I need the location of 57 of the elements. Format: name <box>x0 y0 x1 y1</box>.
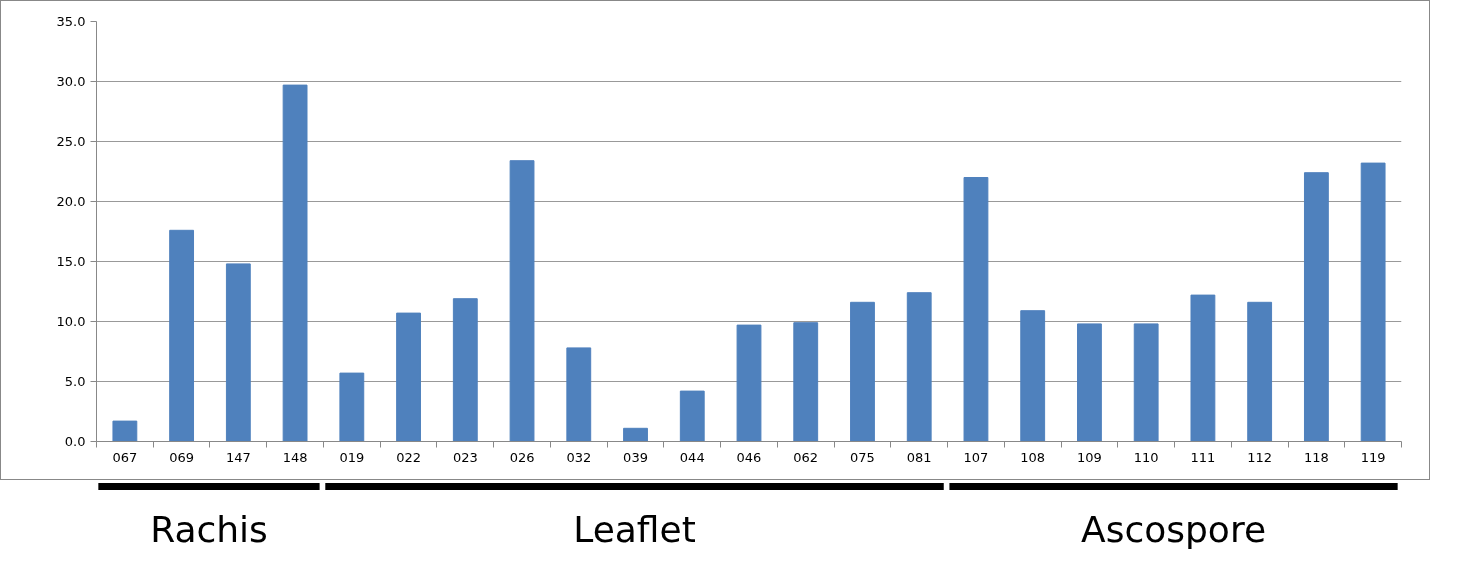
x-tick-label: 081 <box>906 449 932 465</box>
bar <box>1133 323 1159 442</box>
x-tick-label: 108 <box>1020 449 1046 465</box>
bar <box>679 390 705 442</box>
y-tick-label: 25.0 <box>56 134 86 149</box>
x-tick-label: 023 <box>452 449 478 465</box>
x-tick-label: 109 <box>1077 449 1102 465</box>
bar <box>225 263 251 442</box>
bar <box>736 324 762 442</box>
x-tick-label: 119 <box>1360 449 1386 465</box>
bar <box>623 427 648 442</box>
x-tick-label: 032 <box>566 449 592 465</box>
text: Ascospore <box>1081 508 1267 550</box>
x-tick-label: 107 <box>963 449 989 465</box>
x-tick-label: 118 <box>1303 449 1329 465</box>
bar <box>1077 323 1102 442</box>
bar <box>169 229 195 442</box>
y-tick-label: 35.0 <box>56 14 86 29</box>
bar <box>1190 294 1216 442</box>
bar <box>1020 310 1046 442</box>
x-tick-label: 026 <box>509 449 535 465</box>
bar <box>1303 172 1329 442</box>
text: Rachis <box>150 508 268 550</box>
bar <box>112 420 138 442</box>
y-tick-label: 30.0 <box>56 74 86 89</box>
y-tick-label: 15.0 <box>56 254 86 269</box>
x-tick-label: 044 <box>679 449 705 465</box>
bar <box>282 84 308 442</box>
x-tick-label: 110 <box>1133 449 1159 465</box>
y-tick-label: 10.0 <box>56 314 86 329</box>
bar <box>850 301 875 442</box>
bar <box>1360 162 1386 442</box>
x-tick-label: 067 <box>112 449 138 465</box>
bar <box>339 372 365 442</box>
y-tick-label: 5.0 <box>64 374 86 389</box>
x-tick-label: 062 <box>793 449 819 465</box>
bar <box>906 292 932 442</box>
x-tick-label: 039 <box>623 449 648 465</box>
text: Leaflet <box>573 508 696 550</box>
bar <box>963 177 989 442</box>
x-tick-label: 112 <box>1247 449 1273 465</box>
y-tick-label: 20.0 <box>56 194 86 209</box>
x-tick-label: 111 <box>1190 449 1216 465</box>
x-tick-label: 022 <box>396 449 421 465</box>
x-tick-label: 147 <box>225 449 251 465</box>
bar <box>566 347 592 442</box>
bar <box>1247 301 1273 442</box>
bar <box>396 312 421 442</box>
x-tick-label: 046 <box>736 449 762 465</box>
x-tick-label: 019 <box>339 449 365 465</box>
x-tick-label: 075 <box>850 449 875 465</box>
bar <box>452 298 478 442</box>
bar <box>793 322 819 442</box>
x-tick-label: 148 <box>282 449 308 465</box>
bar <box>509 160 535 442</box>
x-tick-label: 069 <box>169 449 195 465</box>
y-tick-label: 0.0 <box>64 434 86 449</box>
